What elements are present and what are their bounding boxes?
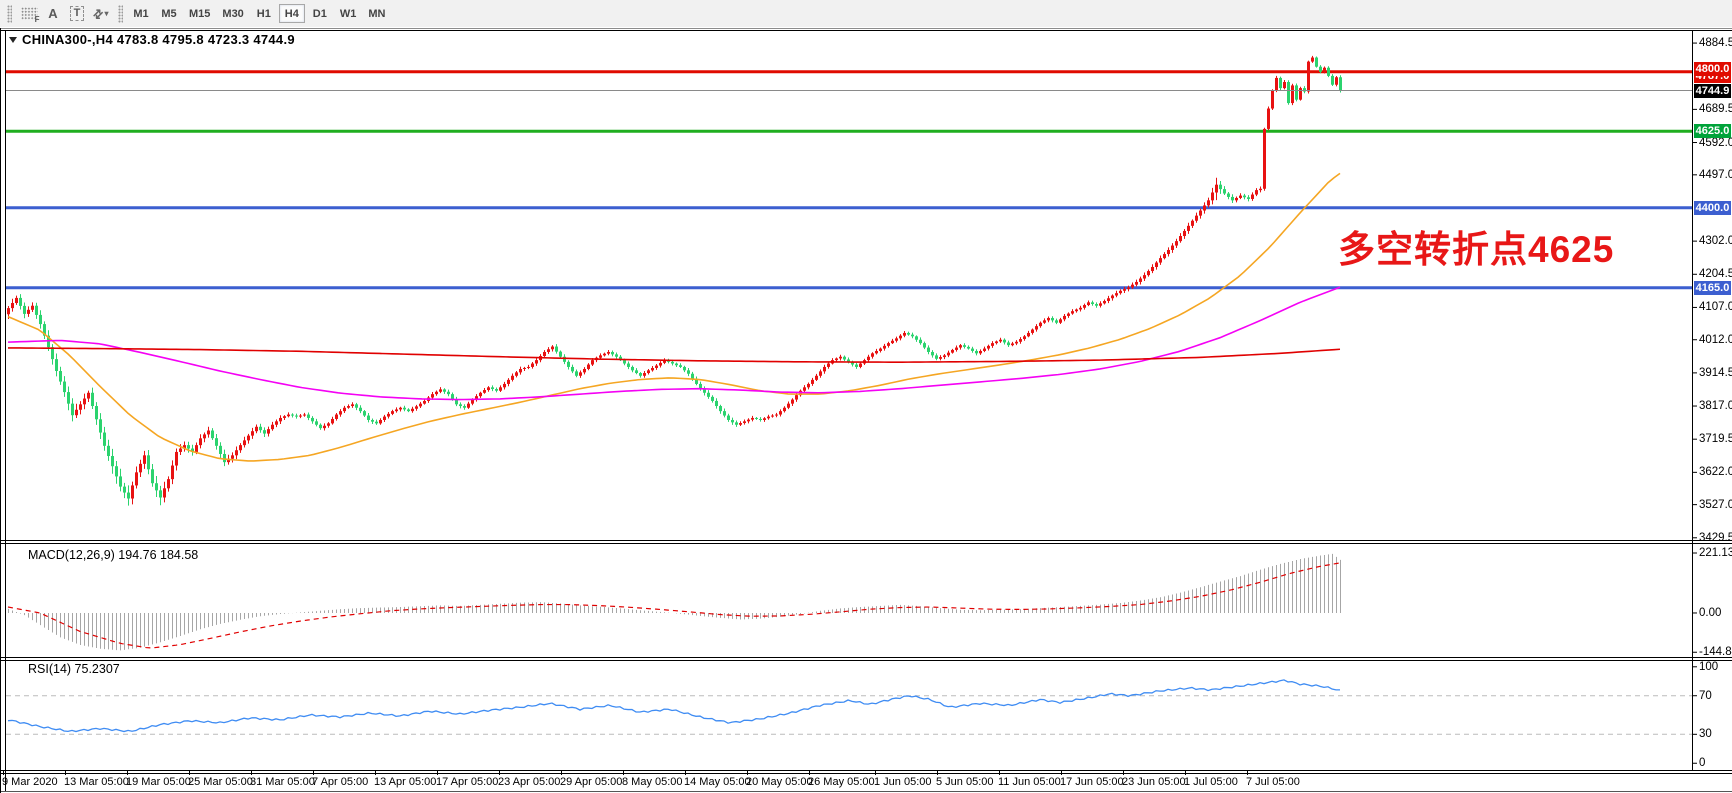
text-annotation-icon[interactable]: A xyxy=(48,6,58,21)
rsi-tick-0[interactable]: 0 xyxy=(1699,757,1706,770)
timeframe-h4[interactable]: H4 xyxy=(278,4,305,23)
time-label-13-Apr-05-00[interactable]: 13 Apr 05:00 xyxy=(374,776,437,788)
time-label-14-May-05-00[interactable]: 14 May 05:00 xyxy=(684,776,751,788)
candlesticks xyxy=(7,55,1342,506)
toolbar-grip-2[interactable] xyxy=(118,4,123,23)
chart-title: CHINA300-,H4 4783.8 4795.8 4723.3 4744.9 xyxy=(9,32,295,47)
price-tick-3817.0[interactable]: 3817.0 xyxy=(1699,400,1732,413)
price-tick-4689.5[interactable]: 4689.5 xyxy=(1699,103,1732,116)
price-tick-4204.5[interactable]: 4204.5 xyxy=(1699,268,1732,281)
toolbar-grip[interactable] xyxy=(7,4,12,23)
draw-arrows-icon[interactable]: ⇄ ▾ xyxy=(89,4,109,23)
dropdown-caret-icon[interactable]: ▾ xyxy=(104,9,109,18)
macd-tick-0.00[interactable]: 0.00 xyxy=(1699,606,1722,619)
time-label-23-Jun-05-00[interactable]: 23 Jun 05:00 xyxy=(1122,776,1186,788)
symbol-dropdown-icon[interactable] xyxy=(9,36,17,43)
time-label-29-Apr-05-00[interactable]: 29 Apr 05:00 xyxy=(560,776,623,788)
timeframe-m15[interactable]: M15 xyxy=(184,4,215,23)
macd-signal-line xyxy=(7,562,1341,649)
rsi-tick-70[interactable]: 70 xyxy=(1699,689,1712,702)
price-tag-4400.0: 4400.0 xyxy=(1694,200,1731,215)
macd-indicator-label: MACD(12,26,9) 194.76 184.58 xyxy=(28,548,199,562)
price-tick-3429.5[interactable]: 3429.5 xyxy=(1699,531,1732,544)
annotation-text: 多空转折点4625 xyxy=(1338,229,1615,270)
price-tick-4107.0[interactable]: 4107.0 xyxy=(1699,301,1732,314)
price-tick-3914.5[interactable]: 3914.5 xyxy=(1699,366,1732,379)
price-tag-4800.0: 4800.0 xyxy=(1694,61,1731,76)
time-label-25-Mar-05-00[interactable]: 25 Mar 05:00 xyxy=(188,776,253,788)
time-label-5-Jun-05-00[interactable]: 5 Jun 05:00 xyxy=(936,776,994,788)
text-label-icon[interactable]: T xyxy=(65,4,89,24)
timeframe-m1[interactable]: M1 xyxy=(128,4,154,23)
price-tick-4302.0[interactable]: 4302.0 xyxy=(1699,235,1732,248)
time-label-26-May-05-00[interactable]: 26 May 05:00 xyxy=(808,776,875,788)
ma-fast-orange xyxy=(7,172,1341,462)
time-label-9-Mar-2020[interactable]: 9 Mar 2020 xyxy=(2,776,58,788)
timeframe-buttons: M1 M5 M15 M30 H1 H4 D1 W1 MN xyxy=(128,4,390,23)
timeframe-m5[interactable]: M5 xyxy=(156,4,182,23)
price-tick-4012.0[interactable]: 4012.0 xyxy=(1699,333,1732,346)
price-tick-4497.0[interactable]: 4497.0 xyxy=(1699,168,1732,181)
time-label-17-Apr-05-00[interactable]: 17 Apr 05:00 xyxy=(436,776,499,788)
rsi-line xyxy=(7,679,1341,733)
time-label-11-Jun-05-00[interactable]: 11 Jun 05:00 xyxy=(998,776,1061,788)
timeframe-h1[interactable]: H1 xyxy=(251,4,277,23)
time-label-19-Mar-05-00[interactable]: 19 Mar 05:00 xyxy=(126,776,191,788)
macd-histogram xyxy=(8,553,1341,651)
time-label-23-Apr-05-00[interactable]: 23 Apr 05:00 xyxy=(498,776,561,788)
price-tick-4884.5[interactable]: 4884.5 xyxy=(1699,37,1732,50)
timeframe-mn[interactable]: MN xyxy=(363,4,390,23)
ma-slow-red xyxy=(7,347,1341,363)
price-tag-4625.0: 4625.0 xyxy=(1694,124,1731,139)
price-tag-4744.9: 4744.9 xyxy=(1694,83,1731,98)
time-label-1-Jun-05-00[interactable]: 1 Jun 05:00 xyxy=(874,776,932,788)
macd-tick-221.13[interactable]: 221.13 xyxy=(1699,547,1732,559)
time-label-13-Mar-05-00[interactable]: 13 Mar 05:00 xyxy=(64,776,129,788)
toolbar-icons: F A T ⇄ ▾ xyxy=(17,4,113,24)
rsi-tick-100[interactable]: 100 xyxy=(1699,660,1719,673)
time-label-7-Apr-05-00[interactable]: 7 Apr 05:00 xyxy=(312,776,369,788)
timeframe-d1[interactable]: D1 xyxy=(307,4,333,23)
timeframe-m30[interactable]: M30 xyxy=(217,4,248,23)
price-tick-4592.0[interactable]: 4592.0 xyxy=(1699,136,1732,149)
time-label-7-Jul-05-00[interactable]: 7 Jul 05:00 xyxy=(1246,776,1300,788)
price-tick-3622.0[interactable]: 3622.0 xyxy=(1699,466,1732,479)
macd-tick--144.84[interactable]: -144.84 xyxy=(1699,646,1732,659)
rsi-indicator-label: RSI(14) 75.2307 xyxy=(28,662,120,676)
price-tag-4165.0: 4165.0 xyxy=(1694,280,1731,295)
time-label-31-Mar-05-00[interactable]: 31 Mar 05:00 xyxy=(250,776,315,788)
time-label-20-May-05-00[interactable]: 20 May 05:00 xyxy=(746,776,813,788)
ma-mid-magenta xyxy=(7,286,1341,401)
timeframe-w1[interactable]: W1 xyxy=(335,4,362,23)
price-tick-3527.0[interactable]: 3527.0 xyxy=(1699,498,1732,511)
time-label-1-Jul-05-00[interactable]: 1 Jul 05:00 xyxy=(1184,776,1238,788)
time-label-17-Jun-05-00[interactable]: 17 Jun 05:00 xyxy=(1060,776,1124,788)
price-tick-3719.5[interactable]: 3719.5 xyxy=(1699,433,1732,446)
time-label-8-May-05-00[interactable]: 8 May 05:00 xyxy=(622,776,683,788)
freehand-grid-icon[interactable]: F xyxy=(17,4,41,24)
toolbar: F A T ⇄ ▾ M1 M5 M15 M30 H1 H4 D1 W1 MN xyxy=(0,0,1732,27)
chart-title-text: CHINA300-,H4 4783.8 4795.8 4723.3 4744.9 xyxy=(22,32,295,47)
rsi-tick-30[interactable]: 30 xyxy=(1699,728,1712,741)
